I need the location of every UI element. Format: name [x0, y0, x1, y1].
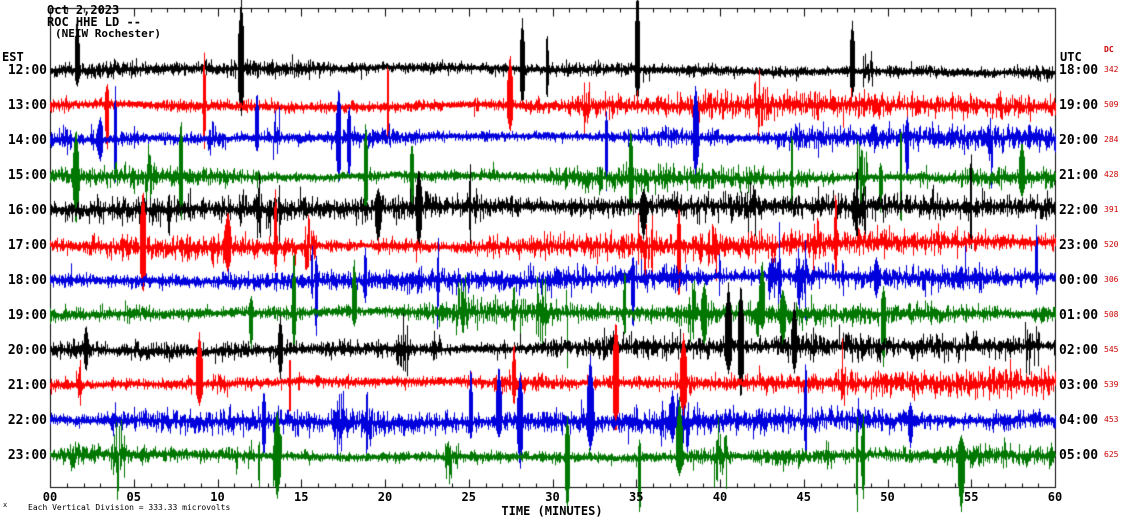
est-time-label: 15:00: [7, 168, 47, 183]
right-axis-label: UTC: [1060, 50, 1082, 64]
x-tick-label: 15: [294, 490, 309, 504]
utc-time-label: 00:00: [1059, 273, 1099, 288]
dc-column-label: DC: [1104, 45, 1114, 54]
est-time-label: 20:00: [7, 343, 47, 358]
station-location: (NEIW Rochester): [55, 27, 161, 40]
dc-value: 306: [1104, 275, 1119, 284]
utc-time-label: 05:00: [1059, 448, 1099, 463]
x-tick-label: 30: [545, 490, 560, 504]
utc-time-label: 22:00: [1059, 203, 1099, 218]
x-tick-label: 45: [796, 490, 811, 504]
dc-value: 520: [1104, 240, 1119, 249]
utc-time-label: 04:00: [1059, 413, 1099, 428]
dc-value: 508: [1104, 310, 1119, 319]
x-tick-label: 55: [964, 490, 979, 504]
utc-time-label: 18:00: [1059, 63, 1099, 78]
est-time-label: 18:00: [7, 273, 47, 288]
est-time-label: 19:00: [7, 308, 47, 323]
x-tick-label: 40: [712, 490, 728, 504]
est-time-label: 22:00: [7, 413, 47, 428]
dc-value: 391: [1104, 205, 1119, 214]
utc-time-label: 20:00: [1059, 133, 1099, 148]
dc-value: 625: [1104, 450, 1119, 459]
est-time-label: 16:00: [7, 203, 47, 218]
dc-value: 342: [1104, 65, 1119, 74]
est-time-label: 17:00: [7, 238, 47, 253]
footnote-marker: x: [3, 501, 8, 509]
x-axis-title: TIME (MINUTES): [501, 504, 603, 518]
dc-value: 509: [1104, 100, 1119, 109]
dc-value: 428: [1104, 170, 1119, 179]
dc-value: 284: [1104, 135, 1119, 144]
station-id: ROC HHE LD --: [47, 15, 141, 29]
utc-time-label: 21:00: [1059, 168, 1099, 183]
x-tick-label: 10: [210, 490, 225, 504]
utc-time-label: 02:00: [1059, 343, 1099, 358]
utc-time-label: 01:00: [1059, 308, 1099, 323]
x-tick-label: 50: [880, 490, 895, 504]
est-time-label: 13:00: [7, 98, 47, 113]
x-tick-label: 25: [461, 490, 476, 504]
x-tick-label: 20: [377, 490, 393, 504]
utc-time-label: 03:00: [1059, 378, 1099, 393]
utc-time-label: 19:00: [1059, 98, 1099, 113]
est-time-label: 21:00: [7, 378, 47, 393]
est-time-label: 12:00: [7, 63, 47, 78]
dc-value: 545: [1104, 345, 1119, 354]
est-time-label: 14:00: [7, 133, 47, 148]
dc-value: 539: [1104, 380, 1119, 389]
est-time-label: 23:00: [7, 448, 47, 463]
vertical-division-note: Each Vertical Division = 333.33 microvol…: [28, 503, 231, 512]
x-tick-label: 60: [1047, 490, 1063, 504]
x-tick-label: 00: [42, 490, 58, 504]
left-axis-label: EST: [2, 50, 24, 64]
dc-value: 453: [1104, 415, 1119, 424]
x-tick-label: 05: [126, 490, 141, 504]
utc-time-label: 23:00: [1059, 238, 1099, 253]
x-tick-label: 35: [629, 490, 644, 504]
plot-date: Oct 2,2023: [47, 3, 120, 17]
